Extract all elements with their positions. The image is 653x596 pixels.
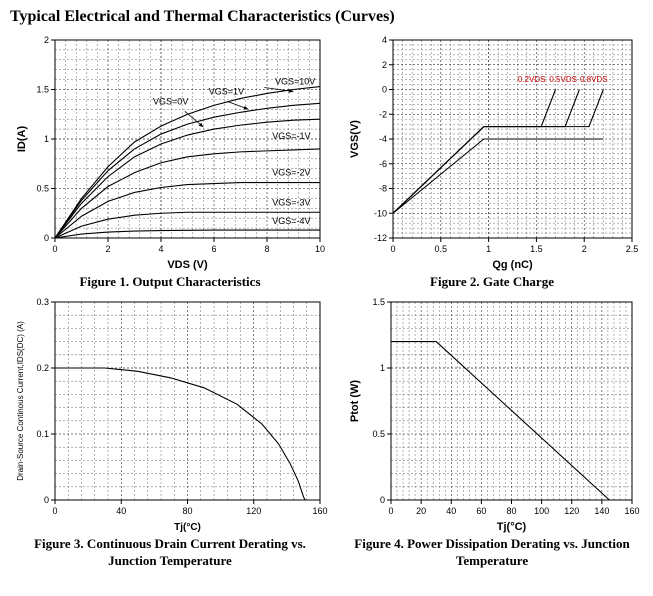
- svg-text:0: 0: [381, 85, 386, 95]
- svg-text:160: 160: [312, 506, 327, 516]
- svg-text:2: 2: [381, 60, 386, 70]
- svg-text:80: 80: [182, 506, 192, 516]
- svg-text:0: 0: [379, 495, 384, 505]
- svg-text:-2: -2: [378, 109, 386, 119]
- svg-text:-4: -4: [378, 134, 386, 144]
- svg-text:60: 60: [476, 506, 486, 516]
- svg-text:VGS=1V: VGS=1V: [208, 86, 243, 96]
- fig3-caption: Figure 3. Continuous Drain Current Derat…: [10, 536, 330, 569]
- fig4-chart: 0 20 40 60 80 100 120 140 160 0 0.5 1 1.5 Tj(°C) Ptot …: [345, 294, 640, 534]
- svg-text:Tj(°C): Tj(°C): [496, 521, 526, 533]
- chart-grid: 024681000.511.52VDS (V)ID(A)VGS=10VVGS=1…: [10, 32, 643, 569]
- svg-text:VGS(V): VGS(V): [349, 120, 361, 158]
- svg-text:1: 1: [43, 134, 48, 144]
- svg-text:1.5: 1.5: [530, 244, 543, 254]
- svg-text:8: 8: [264, 244, 269, 254]
- svg-text:2: 2: [43, 35, 48, 45]
- fig3-panel: 0 40 80 120 160 0 0.1 0.2 0.3 Tj(°C) Drain-Source …: [10, 294, 330, 569]
- svg-text:0.2VDS: 0.2VDS: [517, 75, 545, 84]
- svg-text:140: 140: [594, 506, 609, 516]
- svg-text:120: 120: [246, 506, 261, 516]
- svg-text:0.5: 0.5: [36, 184, 49, 194]
- svg-text:-12: -12: [373, 233, 386, 243]
- svg-text:120: 120: [564, 506, 579, 516]
- svg-text:4: 4: [381, 35, 386, 45]
- svg-text:100: 100: [534, 506, 549, 516]
- svg-text:0.5: 0.5: [372, 429, 385, 439]
- svg-text:Tj(°C): Tj(°C): [174, 522, 201, 533]
- svg-text:2.5: 2.5: [625, 244, 638, 254]
- svg-text:-10: -10: [373, 208, 386, 218]
- svg-text:1.5: 1.5: [372, 297, 385, 307]
- svg-text:0.3: 0.3: [36, 297, 49, 307]
- svg-text:2: 2: [105, 244, 110, 254]
- svg-text:0.2: 0.2: [36, 363, 49, 373]
- fig3-chart: 0 40 80 120 160 0 0.1 0.2 0.3 Tj(°C) Drain-Source …: [13, 294, 328, 534]
- svg-text:1: 1: [486, 244, 491, 254]
- svg-text:VGS=-1V: VGS=-1V: [272, 131, 310, 141]
- svg-text:VGS=10V: VGS=10V: [274, 77, 314, 87]
- svg-text:ID(A): ID(A): [16, 126, 28, 153]
- fig1-chart: 0 2 4 6 8 10 0 0.5 1 1.5 2 VDS (V) ID(A) VGS=10V VGS=1…: [13, 32, 328, 272]
- svg-text:1.5: 1.5: [36, 85, 49, 95]
- svg-text:-8: -8: [378, 184, 386, 194]
- svg-text:20: 20: [416, 506, 426, 516]
- svg-text:VGS=0V: VGS=0V: [153, 96, 188, 106]
- svg-text:0: 0: [388, 506, 393, 516]
- svg-text:40: 40: [116, 506, 126, 516]
- page-title: Typical Electrical and Thermal Character…: [10, 8, 643, 26]
- svg-text:0.8VDS: 0.8VDS: [579, 75, 607, 84]
- svg-text:80: 80: [506, 506, 516, 516]
- svg-text:1: 1: [379, 363, 384, 373]
- fig4-panel: 0 20 40 60 80 100 120 140 160 0 0.5 1 1.5 Tj(°C) Ptot …: [342, 294, 642, 569]
- svg-text:-6: -6: [378, 159, 386, 169]
- svg-text:0: 0: [390, 244, 395, 254]
- svg-text:2: 2: [581, 244, 586, 254]
- svg-text:Ptot (W): Ptot (W): [349, 380, 361, 422]
- fig1-panel: 0 2 4 6 8 10 0 0.5 1 1.5 2 VDS (V) ID(A) VGS=10V VGS=1…: [10, 32, 330, 290]
- svg-text:0: 0: [43, 233, 48, 243]
- svg-text:10: 10: [314, 244, 324, 254]
- fig2-chart: 0 0.5 1 1.5 2 2.5 -12 -10 -8 -6 -4 -2 0 2 4 Qg (nC) VGS(…: [345, 32, 640, 272]
- fig2-panel: 0 0.5 1 1.5 2 2.5 -12 -10 -8 -6 -4 -2 0 2 4 Qg (nC) VGS(…: [342, 32, 642, 290]
- svg-text:VGS=-3V: VGS=-3V: [272, 197, 310, 207]
- svg-text:VGS=-2V: VGS=-2V: [272, 168, 310, 178]
- svg-text:Qg (nC): Qg (nC): [492, 259, 533, 271]
- svg-text:4: 4: [158, 244, 163, 254]
- svg-text:6: 6: [211, 244, 216, 254]
- fig2-caption: Figure 2. Gate Charge: [430, 274, 554, 290]
- svg-text:0: 0: [52, 244, 57, 254]
- svg-text:40: 40: [446, 506, 456, 516]
- svg-text:VGS=-4V: VGS=-4V: [272, 216, 310, 226]
- svg-text:0.1: 0.1: [36, 429, 49, 439]
- svg-text:Drain-Source Continous Current: Drain-Source Continous Current,IDS(DC) (…: [16, 321, 25, 481]
- fig4-caption: Figure 4. Power Dissipation Derating vs.…: [342, 536, 642, 569]
- svg-text:0.5VDS: 0.5VDS: [549, 75, 577, 84]
- svg-text:0.5: 0.5: [434, 244, 447, 254]
- svg-text:0: 0: [52, 506, 57, 516]
- svg-text:0: 0: [43, 495, 48, 505]
- svg-text:VDS (V): VDS (V): [167, 259, 208, 271]
- fig1-caption: Figure 1. Output Characteristics: [79, 274, 260, 290]
- svg-text:160: 160: [624, 506, 639, 516]
